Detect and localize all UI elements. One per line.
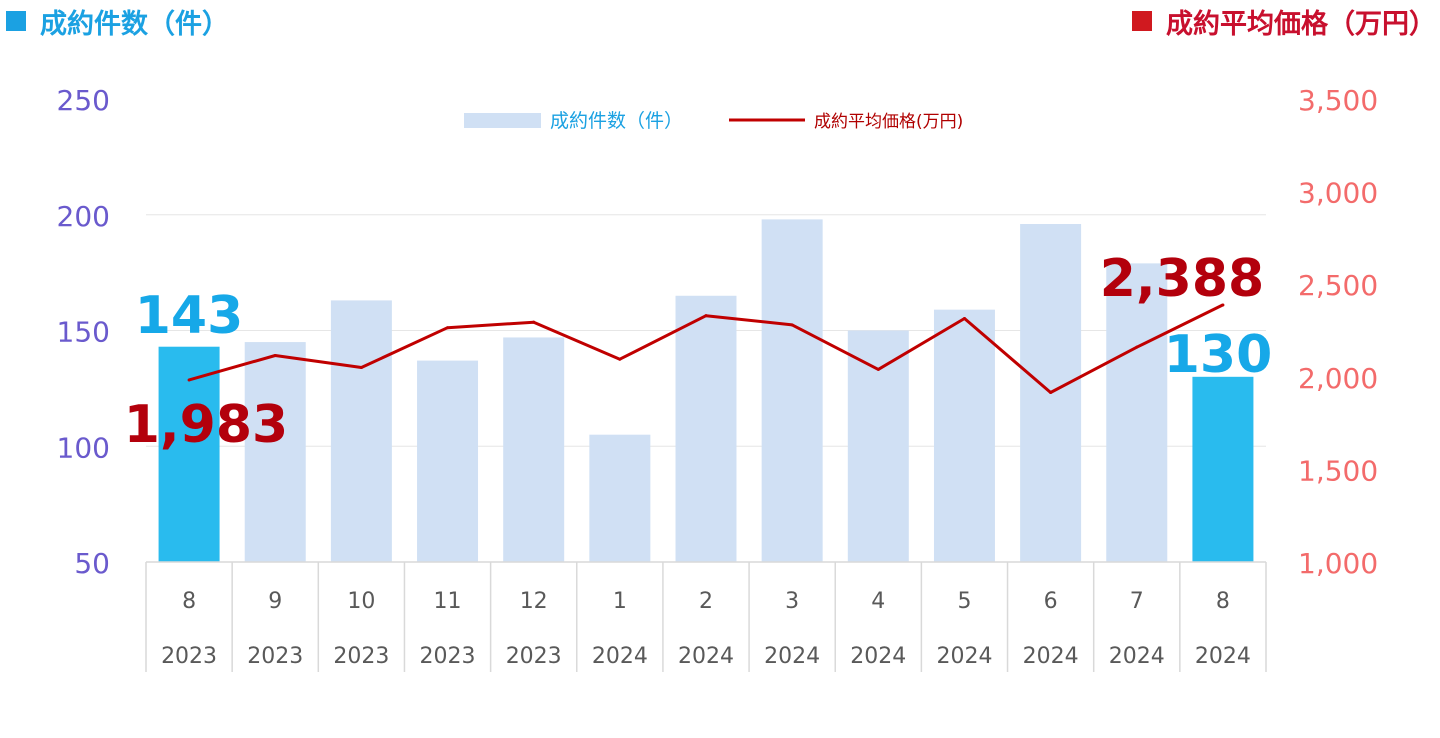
right-y-tick: 2,500 (1298, 269, 1378, 302)
left-y-tick: 100 (57, 431, 110, 464)
legend: 成約件数（件） 成約平均価格(万円) (464, 110, 963, 132)
right-y-tick: 2,000 (1298, 362, 1378, 395)
bar (589, 434, 651, 562)
x-tick-year: 2023 (506, 644, 562, 669)
x-tick-month: 3 (785, 589, 799, 614)
right-axis-header-text: 成約平均価格（万円） (1166, 9, 1436, 40)
data-label: 130 (1164, 325, 1273, 385)
bar (933, 309, 995, 562)
x-tick-month: 10 (347, 589, 375, 614)
bar (1106, 263, 1168, 562)
right-y-tick: 3,000 (1298, 177, 1378, 210)
left-y-tick: 250 (57, 84, 110, 117)
x-tick-year: 2024 (936, 644, 992, 669)
data-label: 2,388 (1100, 249, 1264, 309)
x-tick-month: 11 (434, 589, 462, 614)
x-tick-month: 7 (1130, 589, 1144, 614)
x-tick-year: 2024 (850, 644, 906, 669)
price-point (1221, 303, 1225, 307)
price-point (704, 314, 708, 318)
data-labels: 143 130 1,983 2,388 (124, 249, 1273, 455)
price-point (187, 378, 191, 382)
bar (503, 337, 565, 562)
price-point (790, 323, 794, 327)
x-tick-year: 2023 (333, 644, 389, 669)
x-tick-month: 9 (268, 589, 282, 614)
price-point (1135, 345, 1139, 349)
x-axis: 8 2023 9 2023 10 2023 11 2023 12 2023 1 2024 2 2024 3 2… (145, 561, 1267, 672)
left-y-axis: 50 100 150 200 250 (57, 84, 110, 580)
x-tick-month: 1 (613, 589, 627, 614)
bar (330, 300, 392, 562)
price-point (273, 354, 277, 358)
x-tick-year: 2023 (247, 644, 303, 669)
right-y-tick: 1,500 (1298, 454, 1378, 487)
bar (1192, 376, 1254, 562)
right-y-tick: 3,500 (1298, 84, 1378, 117)
legend-bar-swatch (464, 113, 541, 128)
right-axis-header: 成約平均価格（万円） (1132, 2, 1436, 41)
x-tick-month: 2 (699, 589, 713, 614)
x-tick-year: 2023 (420, 644, 476, 669)
x-tick-year: 2024 (1109, 644, 1165, 669)
x-tick-month: 5 (957, 589, 971, 614)
bar-series (158, 219, 1254, 562)
left-y-tick: 200 (57, 200, 110, 233)
price-point (1049, 391, 1053, 395)
x-tick-month: 6 (1044, 589, 1058, 614)
price-point (876, 367, 880, 371)
x-tick-year: 2023 (161, 644, 217, 669)
data-label: 143 (135, 286, 244, 346)
legend-line-label: 成約平均価格(万円) (814, 112, 963, 132)
x-tick-year: 2024 (592, 644, 648, 669)
left-y-tick: 50 (74, 547, 110, 580)
x-tick-year: 2024 (764, 644, 820, 669)
right-square-icon (1132, 11, 1152, 31)
bar (417, 360, 479, 562)
x-tick-month: 4 (871, 589, 885, 614)
bar (675, 295, 737, 562)
x-tick-year: 2024 (1023, 644, 1079, 669)
price-point (446, 326, 450, 330)
price-point (532, 320, 536, 324)
x-tick-year: 2024 (678, 644, 734, 669)
right-y-axis: 1,000 1,500 2,000 2,500 3,000 3,500 (1298, 84, 1378, 580)
data-label: 1,983 (124, 395, 288, 455)
left-square-icon (6, 11, 26, 31)
bar (847, 330, 909, 562)
left-axis-header: 成約件数（件） (6, 2, 229, 41)
left-y-tick: 150 (57, 316, 110, 349)
x-tick-year: 2024 (1195, 644, 1251, 669)
bar (158, 346, 220, 562)
x-tick-month: 8 (182, 589, 196, 614)
x-tick-month: 8 (1216, 589, 1230, 614)
bar (761, 219, 823, 562)
price-point (618, 357, 622, 361)
price-point (962, 316, 966, 320)
price-point (359, 366, 363, 370)
bar (244, 342, 306, 562)
x-tick-month: 12 (520, 589, 548, 614)
line-series (187, 303, 1225, 395)
right-y-tick: 1,000 (1298, 547, 1378, 580)
legend-bar-label: 成約件数（件） (550, 110, 683, 132)
left-axis-header-text: 成約件数（件） (40, 9, 229, 40)
